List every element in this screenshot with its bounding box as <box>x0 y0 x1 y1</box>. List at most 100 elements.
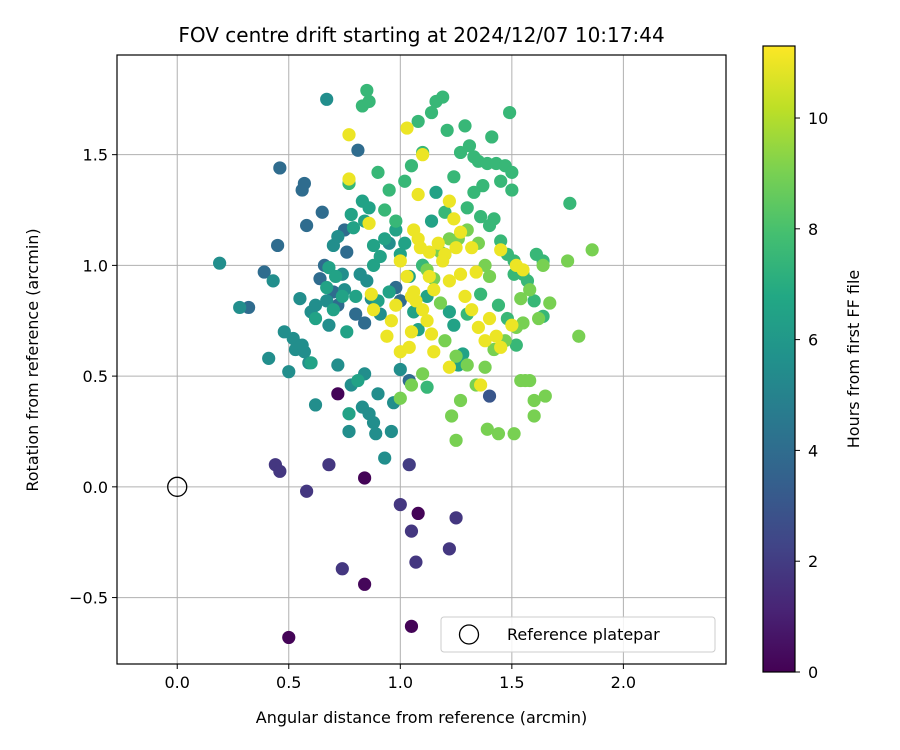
data-point <box>523 373 537 388</box>
data-point <box>514 292 528 306</box>
data-point <box>213 256 227 270</box>
data-point <box>360 83 374 98</box>
data-point <box>358 316 372 330</box>
data-point <box>300 218 314 233</box>
data-point <box>480 422 494 436</box>
data-point <box>489 329 503 343</box>
data-point <box>420 380 434 394</box>
legend-label: Reference platepar <box>507 625 660 644</box>
data-point <box>326 303 340 317</box>
data-point <box>561 254 575 268</box>
data-point <box>271 238 285 253</box>
data-point <box>503 105 517 120</box>
data-point <box>422 269 436 284</box>
data-point <box>424 327 439 341</box>
data-point <box>322 458 336 472</box>
data-point <box>382 285 396 299</box>
data-point <box>447 318 461 332</box>
data-point <box>416 148 430 162</box>
data-point <box>351 143 365 157</box>
data-point <box>335 562 349 576</box>
data-point <box>494 340 508 354</box>
data-point <box>389 298 403 312</box>
data-point <box>474 210 488 224</box>
data-point <box>346 221 361 235</box>
data-point <box>380 329 394 343</box>
data-point <box>427 345 441 359</box>
data-point <box>536 258 550 272</box>
data-point <box>433 296 448 310</box>
data-point <box>449 349 463 363</box>
data-point <box>349 307 363 321</box>
data-point <box>366 238 381 253</box>
y-tick-label: 0.5 <box>83 367 108 386</box>
data-point <box>358 471 372 485</box>
data-point <box>407 285 421 299</box>
data-point <box>465 241 479 255</box>
data-point <box>467 185 481 199</box>
data-point <box>404 619 419 633</box>
data-point <box>482 389 497 403</box>
data-point <box>507 427 521 441</box>
data-point <box>340 245 354 259</box>
data-point <box>491 427 506 441</box>
y-axis: −0.5 0.0 0.5 1.0 1.5 <box>69 146 117 608</box>
data-point <box>342 172 356 186</box>
data-point <box>482 269 497 284</box>
data-point <box>297 176 311 191</box>
x-tick-label: 1.0 <box>388 673 413 692</box>
data-point <box>344 207 358 222</box>
data-point <box>440 123 454 137</box>
y-tick-label: −0.5 <box>69 589 108 608</box>
data-point <box>404 524 419 538</box>
legend-marker <box>458 624 480 645</box>
data-point <box>404 378 419 392</box>
data-point <box>371 387 385 401</box>
data-point <box>516 316 530 330</box>
data-point <box>431 236 445 250</box>
data-point <box>398 236 412 250</box>
legend-box <box>440 616 716 653</box>
data-point <box>384 424 398 439</box>
data-point <box>427 283 441 297</box>
data-point <box>398 174 412 188</box>
data-point <box>527 393 541 408</box>
data-point <box>340 325 354 339</box>
data-point <box>465 303 479 317</box>
data-point <box>402 458 416 472</box>
data-point <box>442 360 456 374</box>
data-point <box>378 451 392 465</box>
legend: Reference platepar <box>440 616 716 653</box>
data-point <box>453 225 468 239</box>
y-axis-title: Rotation from reference (arcmin) <box>23 228 42 491</box>
colorbar-ticks: 0 2 4 6 8 10 <box>795 109 828 682</box>
data-point <box>442 194 456 208</box>
data-point <box>373 249 387 264</box>
data-point <box>320 280 334 295</box>
data-points <box>213 83 599 645</box>
data-point <box>478 360 492 374</box>
data-point <box>393 391 407 405</box>
data-point <box>393 497 407 512</box>
data-point <box>233 300 247 315</box>
data-point <box>413 241 427 255</box>
colorbar-tick-label: 10 <box>808 109 828 128</box>
data-point <box>411 114 425 129</box>
data-point <box>362 201 376 215</box>
data-point <box>360 274 374 288</box>
data-point <box>505 183 519 197</box>
data-point <box>400 121 414 135</box>
data-point <box>358 577 372 591</box>
reference-marker-layer <box>167 476 188 497</box>
data-point <box>436 254 450 268</box>
data-point <box>494 243 508 257</box>
data-point <box>563 196 577 210</box>
data-point <box>300 484 314 498</box>
data-point <box>262 351 276 365</box>
data-point <box>509 338 523 352</box>
data-point <box>516 263 530 277</box>
colorbar-label: Hours from first FF file <box>844 270 863 449</box>
data-point <box>404 325 419 339</box>
data-point <box>308 311 323 326</box>
colorbar-gradient <box>763 46 795 672</box>
